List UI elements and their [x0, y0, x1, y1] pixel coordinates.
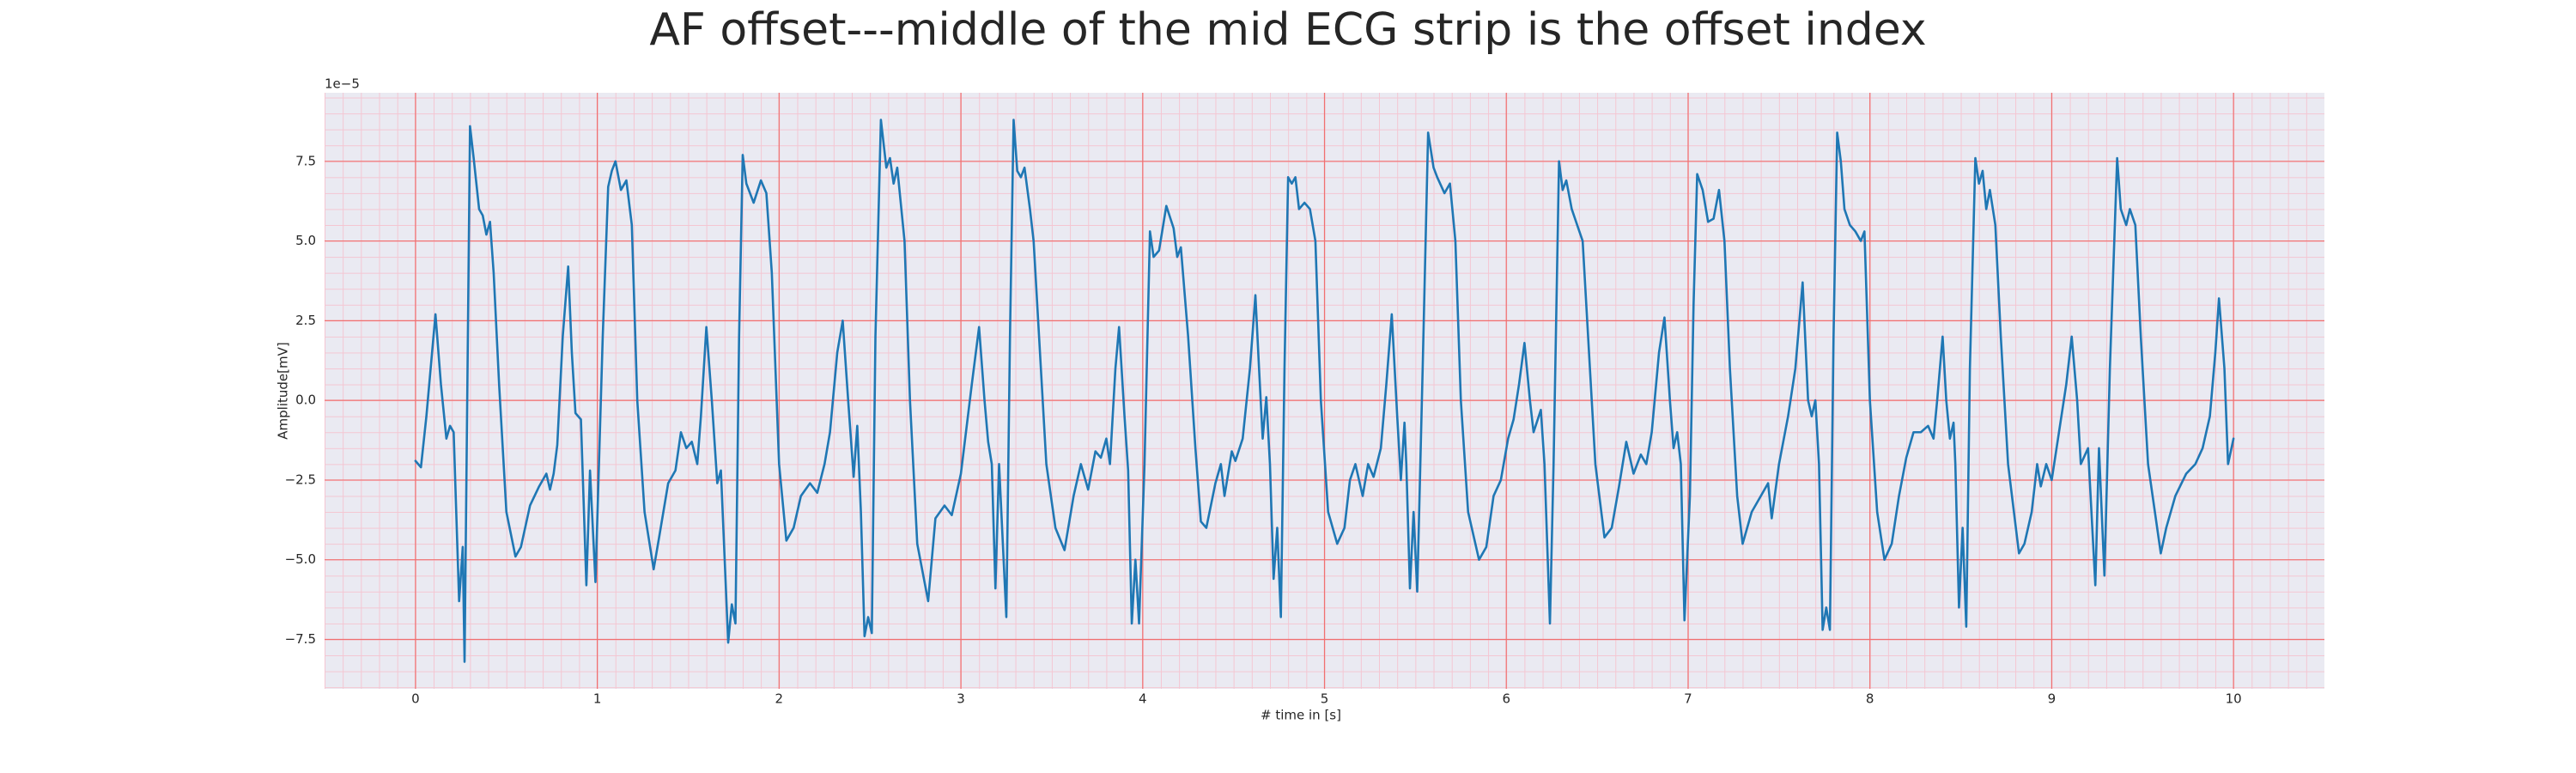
y-tick-label: −2.5 — [285, 472, 316, 487]
x-tick-label: 3 — [957, 691, 965, 707]
ecg-line — [414, 119, 2235, 663]
y-tick-label: 7.5 — [295, 153, 316, 168]
x-tick-label: 10 — [2226, 691, 2242, 707]
x-axis-label: # time in [s] — [1261, 708, 1341, 723]
y-tick-label: −5.0 — [285, 551, 316, 567]
y-tick-label: 5.0 — [295, 233, 316, 248]
y-offset-label: 1e−5 — [325, 76, 360, 92]
x-tick-label: 6 — [1502, 691, 1510, 707]
x-tick-label: 5 — [1321, 691, 1329, 707]
x-tick-label: 2 — [775, 691, 784, 707]
x-tick-label: 4 — [1139, 691, 1147, 707]
y-tick-label: 0.0 — [295, 393, 316, 408]
y-tick-label: −7.5 — [285, 631, 316, 647]
y-tick-label: 2.5 — [295, 313, 316, 328]
x-tick-label: 8 — [1866, 691, 1874, 707]
x-tick-label: 1 — [593, 691, 602, 707]
chart-title: AF offset---middle of the mid ECG strip … — [649, 4, 1926, 56]
y-axis-label: Amplitude[mV] — [276, 342, 291, 439]
x-tick-label: 7 — [1684, 691, 1692, 707]
x-tick-label: 0 — [411, 691, 420, 707]
x-tick-label: 9 — [2048, 691, 2057, 707]
